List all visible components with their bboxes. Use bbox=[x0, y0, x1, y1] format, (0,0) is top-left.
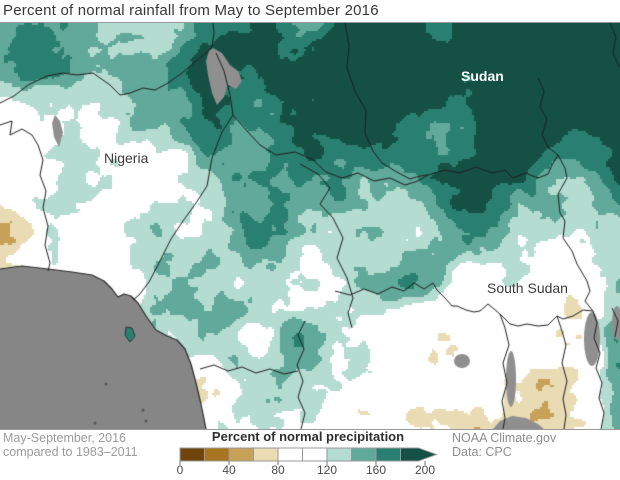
map-region: Nigeria Sudan South Sudan bbox=[0, 22, 620, 430]
page-title: Percent of normal rainfall from May to S… bbox=[3, 2, 379, 19]
legend-tick-0: 0 bbox=[176, 463, 184, 477]
legend-tick-160: 160 bbox=[365, 463, 387, 477]
legend-tick-80: 80 bbox=[271, 463, 285, 477]
legend-cell bbox=[375, 447, 401, 462]
map-label-south-sudan: South Sudan bbox=[487, 280, 568, 296]
legend-cell bbox=[204, 447, 230, 462]
legend-tick-40: 40 bbox=[222, 463, 236, 477]
source-attribution: NOAA Climate.gov Data: CPC bbox=[452, 431, 556, 459]
legend-cell bbox=[351, 447, 377, 462]
legend-cell bbox=[326, 447, 352, 462]
baseline-line: compared to 1983–2011 bbox=[3, 445, 138, 459]
rainfall-map-canvas bbox=[0, 23, 620, 429]
legend-tick-120: 120 bbox=[316, 463, 338, 477]
legend-cell bbox=[253, 447, 279, 462]
legend-cell bbox=[277, 447, 303, 462]
legend-title: Percent of normal precipitation bbox=[211, 429, 405, 444]
legend-colorbar bbox=[179, 447, 438, 465]
source-data: Data: CPC bbox=[452, 445, 512, 459]
map-label-sudan: Sudan bbox=[461, 68, 504, 84]
legend-tick-200: 200 bbox=[414, 463, 436, 477]
period-line: May-September, 2016 bbox=[3, 431, 126, 445]
legend-cell bbox=[228, 447, 254, 462]
source-site: NOAA Climate.gov bbox=[452, 431, 557, 445]
legend-cell bbox=[302, 447, 328, 462]
legend-arrow bbox=[400, 447, 438, 462]
legend-cell bbox=[179, 447, 205, 462]
map-label-nigeria: Nigeria bbox=[104, 150, 149, 166]
map-period-note: May-September, 2016 compared to 1983–201… bbox=[3, 431, 138, 459]
